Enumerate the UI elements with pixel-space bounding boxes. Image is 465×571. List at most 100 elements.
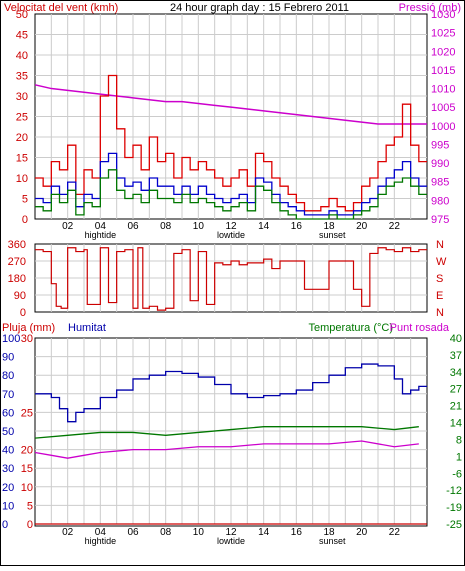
y-tick-label-temperature: 21 [450,401,462,413]
x-tick-label: 14 [258,527,270,538]
y-tick-label-pressure: 1005 [431,102,455,114]
y-tick-label-temperature: 27 [450,384,462,396]
y-tick-label-temperature: 40 [450,333,462,345]
x-marker-label: hightide [85,230,117,240]
y-tick-label-temperature: 34 [450,367,462,379]
x-tick-label: 08 [160,221,172,232]
y-tick-label-humidity: 80 [2,370,14,382]
x-marker-label: lowtide [217,230,245,240]
x-tick-label: 10 [193,221,205,232]
y-tick-label-wind: 40 [16,50,28,62]
y-tick-label-wind: 30 [16,91,28,103]
y-tick-label-wind: 5 [22,194,28,206]
y-tick-label-temperature: -12 [446,485,462,497]
y-tick-label-rain: 25 [21,407,33,419]
y-tick-label-humidity: 30 [2,463,14,475]
x-tick-label: 18 [323,221,335,232]
y-tick-label-rain: 5 [27,500,33,512]
y-tick-label-rain: 20 [21,445,33,457]
temperature-axis-label: Temperatura (°C) [309,322,393,334]
x-tick-label: 04 [95,221,107,232]
y-tick-label-rain: 15 [21,463,33,475]
series-line [35,74,427,212]
series-line [35,247,427,311]
x-tick-label: 06 [127,221,139,232]
pressure-axis-label: Pressió (mb) [399,2,461,14]
chart-title: 24 hour graph day : 15 Febrero 2011 [170,2,349,14]
y-tick-label-rain: 30 [21,333,33,345]
y-tick-label-pressure: 1020 [431,46,455,58]
y-tick-label-humidity: 20 [2,482,14,494]
x-tick-label: 16 [291,527,303,538]
x-tick-label: 06 [127,527,139,538]
y-tick-label-pressure: 1025 [431,28,455,40]
y-tick-label-humidity: 50 [2,426,14,438]
y-tick-label-pressure: 985 [431,177,449,189]
y-tick-label-direction: 360 [8,239,26,251]
y-tick-label-temperature: -19 [446,502,462,514]
y-tick-label-temperature: -25 [446,519,462,531]
x-marker-label: sunset [319,536,346,546]
series-line [34,426,419,439]
series-line [35,363,427,423]
y-tick-label-compass: N [436,307,444,319]
y-tick-label-rain: 10 [21,482,33,494]
y-tick-label-pressure: 1010 [431,84,455,96]
y-tick-label-pressure: 1030 [431,9,455,21]
x-tick-label: 08 [160,527,172,538]
y-tick-label-wind: 0 [22,214,28,226]
x-tick-label: 18 [323,527,335,538]
y-tick-label-humidity: 100 [2,333,20,345]
x-tick-label: 02 [62,221,74,232]
y-tick-label-compass: W [436,256,447,268]
rain-axis-label: Pluja (mm) [2,322,55,334]
dewpoint-axis-label: Punt rosada [390,322,450,334]
series-line [34,440,419,459]
y-tick-label-wind: 45 [16,30,28,42]
y-tick-label-humidity: 60 [2,407,14,419]
y-tick-label-temperature: 1 [456,451,462,463]
y-tick-label-wind: 25 [16,112,28,124]
y-tick-label-wind: 20 [16,132,28,144]
y-tick-label-pressure: 975 [431,214,449,226]
humidity-axis-label: Humitat [68,322,106,334]
x-tick-label: 12 [225,527,237,538]
y-tick-label-compass: E [436,290,443,302]
y-tick-label-direction: 270 [8,256,26,268]
y-tick-label-wind: 15 [16,153,28,165]
y-tick-label-temperature: 37 [450,350,462,362]
x-tick-label: 12 [225,221,237,232]
wind-axis-label: Velocitat del vent (kmh) [4,2,118,14]
y-tick-label-pressure: 1000 [431,121,455,133]
y-tick-label-humidity: 40 [2,445,14,457]
y-tick-label-pressure: 1015 [431,65,455,77]
series-line [34,84,427,125]
x-marker-label: sunset [319,230,346,240]
y-tick-label-direction: 180 [8,273,26,285]
x-marker-label: hightide [85,536,117,546]
y-tick-label-pressure: 990 [431,158,449,170]
y-tick-label-humidity: 70 [2,389,14,401]
y-tick-label-wind: 35 [16,71,28,83]
x-tick-label: 22 [389,527,401,538]
x-tick-label: 10 [193,527,205,538]
x-tick-label: 16 [291,221,303,232]
y-tick-label-direction: 90 [14,290,26,302]
y-tick-label-humidity: 90 [2,352,14,364]
y-tick-label-pressure: 980 [431,195,449,207]
x-tick-label: 04 [95,527,107,538]
y-tick-label-humidity: 0 [2,519,8,531]
y-tick-label-compass: N [436,239,444,251]
y-tick-label-direction: 0 [20,307,26,319]
y-tick-label-wind: 10 [16,173,28,185]
y-tick-label-temperature: 14 [450,418,462,430]
x-tick-label: 20 [356,221,368,232]
y-tick-label-temperature: -6 [452,468,462,480]
y-tick-label-compass: S [436,273,443,285]
x-tick-label: 20 [356,527,368,538]
x-marker-label: lowtide [217,536,245,546]
y-tick-label-pressure: 995 [431,139,449,151]
